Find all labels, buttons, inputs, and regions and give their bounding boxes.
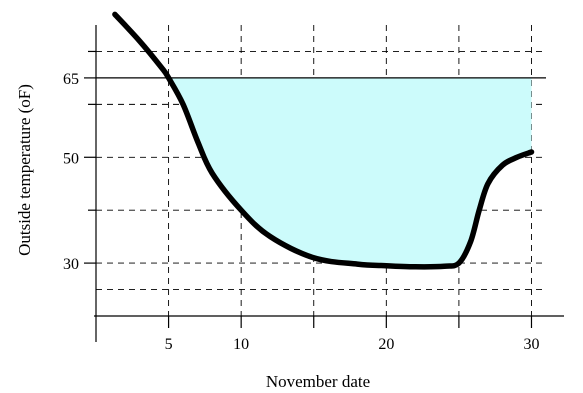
x-axis-label: November date: [266, 372, 370, 391]
x-tick-label: 20: [378, 336, 394, 353]
y-tick-label: 30: [63, 256, 79, 273]
x-tick-label: 30: [523, 336, 539, 353]
series-line: [112, 11, 535, 270]
ticks: 30 50 65 5 10 20 30: [63, 50, 539, 353]
y-tick-label: 50: [63, 150, 79, 167]
x-tick-label: 10: [233, 336, 249, 353]
y-tick-label: 65: [63, 71, 79, 88]
y-axis-label: Outside temperature (oF): [15, 84, 34, 256]
x-tick-label: 5: [165, 336, 173, 353]
shaded-area: [168, 77, 532, 267]
